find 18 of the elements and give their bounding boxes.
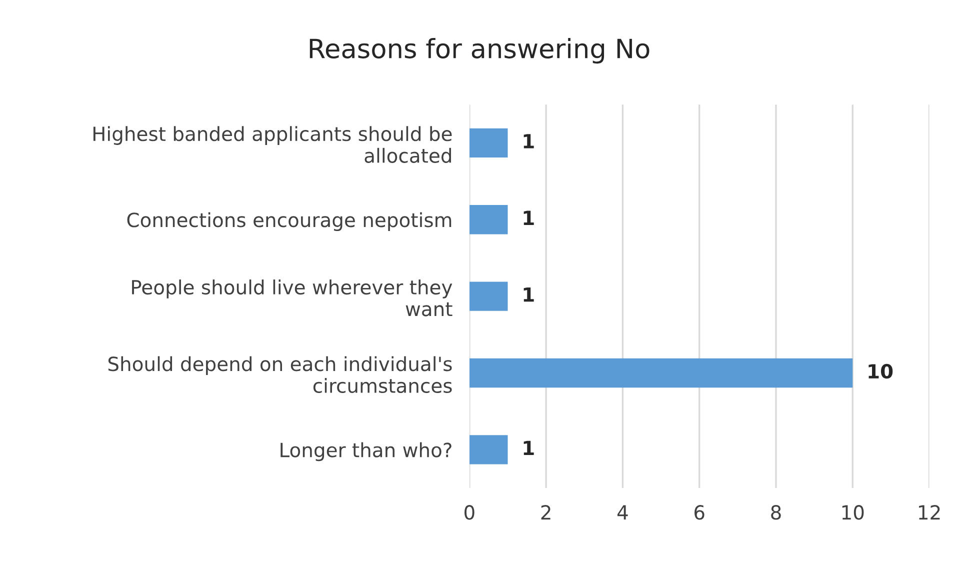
x-tick-label: 8: [771, 505, 781, 520]
x-tick-label: 12: [919, 505, 940, 520]
y-tick-label: Highest banded applicants should be allocated: [93, 126, 452, 163]
y-tick-label: Connections encourage nepotism: [127, 212, 452, 232]
data-label: 1: [524, 288, 534, 302]
y-tick-label: People should live wherever they want: [132, 280, 452, 316]
x-tick-label: 4: [617, 505, 628, 520]
x-tick-label: 0: [464, 505, 474, 520]
x-tick-label: 2: [541, 505, 550, 520]
data-label: 1: [524, 440, 534, 456]
data-label: 1: [524, 210, 534, 225]
x-tick-label: 6: [694, 505, 704, 520]
chart-title: Reasons for answering No: [310, 38, 650, 64]
y-tick-label: Longer than who?: [280, 442, 452, 462]
data-label: 10: [868, 364, 893, 379]
data-label: 1: [524, 134, 534, 148]
y-tick-label: Should depend on each individual's circumstances: [108, 356, 452, 394]
x-tick-label: 10: [842, 505, 864, 520]
